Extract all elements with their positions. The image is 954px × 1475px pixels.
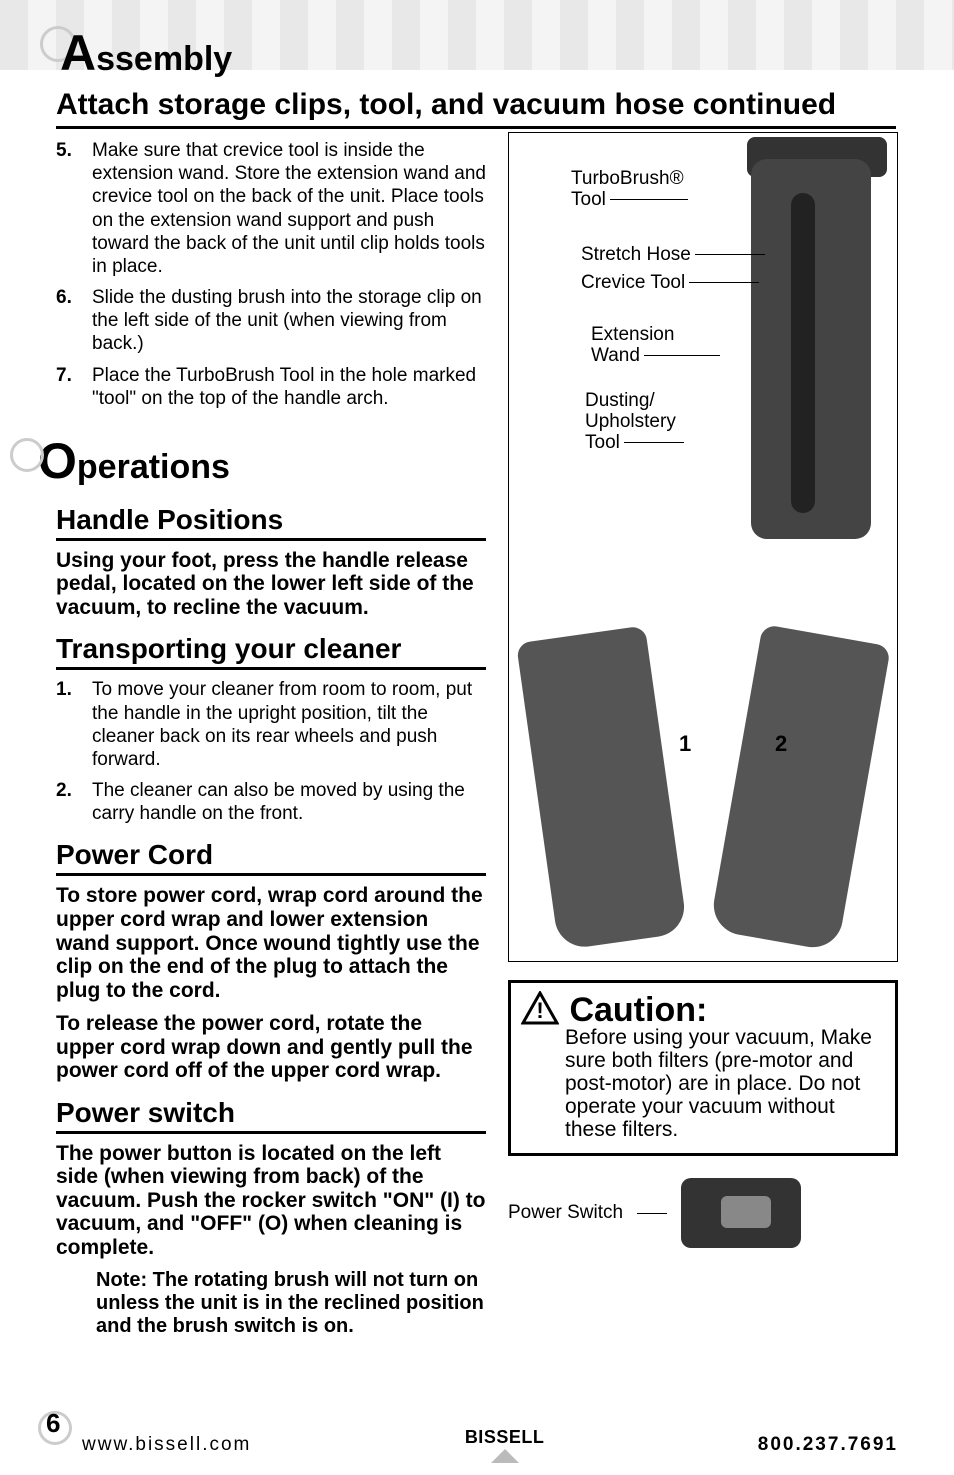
step-text: Slide the dusting brush into the storage…	[92, 286, 486, 356]
power-cord-p2: To release the power cord, rotate the up…	[56, 1012, 486, 1083]
transport-step-2: 2. The cleaner can also be moved by usin…	[56, 779, 486, 825]
step-num: 2.	[56, 779, 80, 825]
step-7: 7. Place the TurboBrush Tool in the hole…	[56, 364, 486, 410]
power-switch-label: Power Switch	[508, 1202, 623, 1224]
caution-body: Before using your vacuum, Make sure both…	[565, 1026, 885, 1141]
vacuum-hose-graphic	[791, 193, 815, 513]
header-pattern: Assembly	[0, 0, 954, 70]
warning-icon: !	[521, 991, 559, 1030]
ops-rest: perations	[77, 448, 230, 486]
label-turbobrush: TurboBrush® Tool	[571, 169, 688, 211]
svg-text:!: !	[536, 998, 543, 1023]
step-5: 5. Make sure that crevice tool is inside…	[56, 139, 486, 278]
step-num: 7.	[56, 364, 80, 410]
footer-phone: 800.237.7691	[758, 1434, 898, 1456]
operations-heading: Operations	[38, 432, 486, 490]
step-text: To move your cleaner from room to room, …	[92, 678, 486, 771]
assembly-heading: Assembly	[60, 24, 232, 82]
step-text: The cleaner can also be moved by using t…	[92, 779, 486, 825]
transport-step-1: 1. To move your cleaner from room to roo…	[56, 678, 486, 771]
footer-url: www.bissell.com	[82, 1434, 251, 1456]
power-switch-title: Power switch	[56, 1097, 486, 1134]
footer: www.bissell.com BISSELL 800.237.7691	[0, 1427, 954, 1463]
power-switch-body: The power button is located on the left …	[56, 1142, 486, 1260]
label-text: TurboBrush® Tool	[571, 168, 684, 210]
label-crevice-tool: Crevice Tool	[581, 273, 759, 294]
power-cord-title: Power Cord	[56, 839, 486, 876]
step-text: Place the TurboBrush Tool in the hole ma…	[92, 364, 486, 410]
label-dusting-tool: Dusting/ Upholstery Tool	[585, 391, 684, 454]
label-text: Crevice Tool	[581, 272, 685, 293]
step-num: 6.	[56, 286, 80, 356]
step-6: 6. Slide the dusting brush into the stor…	[56, 286, 486, 356]
caution-title: Caution:	[569, 991, 707, 1029]
handle-positions-title: Handle Positions	[56, 504, 486, 541]
diagram-num-2: 2	[775, 731, 787, 757]
label-stretch-hose: Stretch Hose	[581, 245, 765, 266]
assembly-steps: 5. Make sure that crevice tool is inside…	[56, 139, 486, 410]
handle-positions-body: Using your foot, press the handle releas…	[56, 549, 486, 620]
label-text: Stretch Hose	[581, 244, 691, 265]
diagram-num-1: 1	[679, 731, 691, 757]
mini-vacuum-1	[516, 625, 688, 950]
ops-big-letter: O	[38, 433, 77, 489]
triangle-icon	[491, 1449, 519, 1463]
label-text: Extension Wand	[591, 324, 674, 366]
assembly-big-letter: A	[60, 25, 96, 81]
power-cord-p1: To store power cord, wrap cord around th…	[56, 884, 486, 1002]
step-num: 1.	[56, 678, 80, 771]
step-text: Make sure that crevice tool is inside th…	[92, 139, 486, 278]
label-text: Dusting/ Upholstery Tool	[585, 390, 676, 453]
note-block: Note: The rotating brush will not turn o…	[96, 1269, 486, 1338]
vacuum-diagram: TurboBrush® Tool Stretch Hose Crevice To…	[508, 132, 898, 962]
switch-knob	[721, 1196, 771, 1228]
step-num: 5.	[56, 139, 80, 278]
logo-text: BISSELL	[465, 1427, 545, 1447]
assembly-rest: ssembly	[96, 40, 232, 78]
switch-graphic	[681, 1178, 801, 1248]
mini-vacuum-2	[709, 624, 891, 952]
power-switch-diagram: Power Switch	[508, 1178, 898, 1248]
caution-box: ! Caution: Before using your vacuum, Mak…	[508, 980, 898, 1156]
transporting-title: Transporting your cleaner	[56, 633, 486, 670]
transport-steps: 1. To move your cleaner from room to roo…	[56, 678, 486, 825]
footer-logo: BISSELL	[465, 1427, 545, 1463]
label-extension-wand: Extension Wand	[591, 325, 720, 367]
swirl-icon	[10, 438, 44, 472]
